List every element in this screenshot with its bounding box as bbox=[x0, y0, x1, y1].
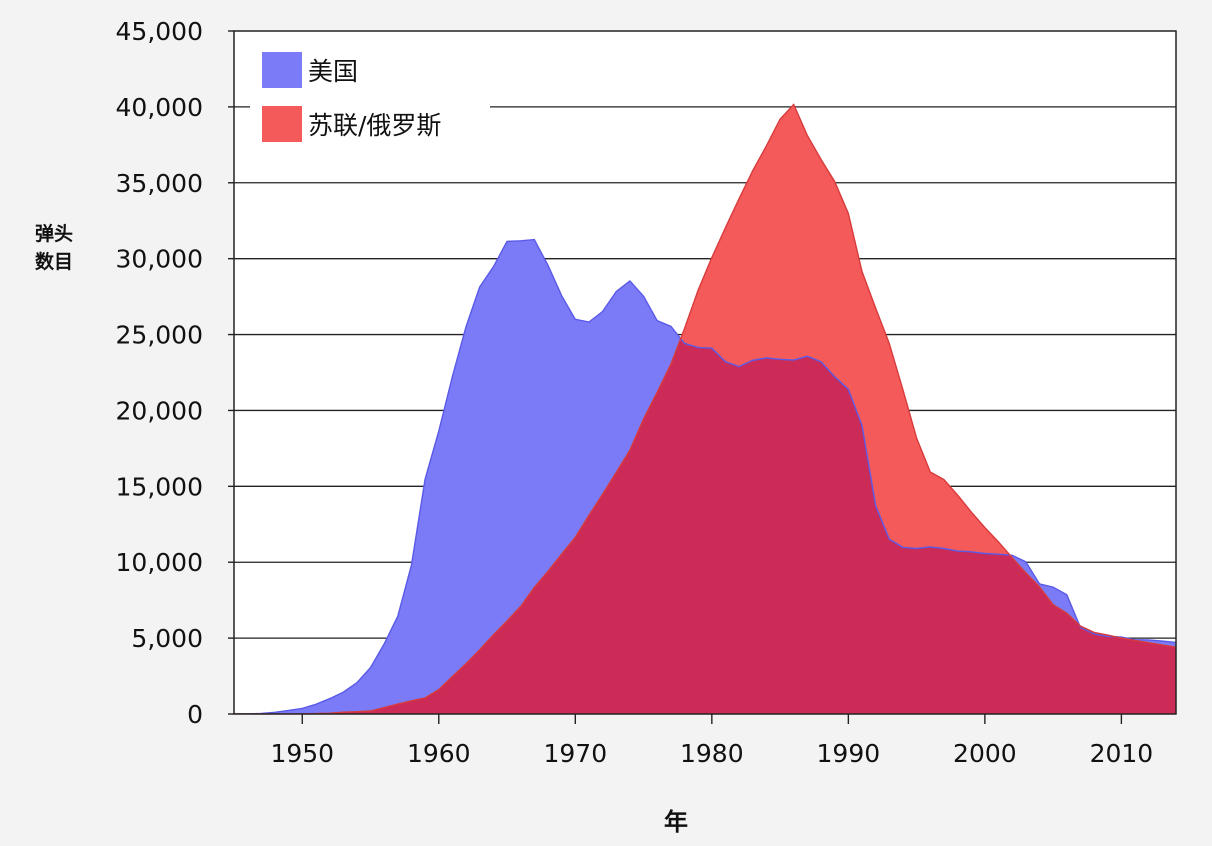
x-tick-label: 2000 bbox=[953, 739, 1017, 768]
x-axis: 1950 1960 1970 1980 1990 2000 2010 bbox=[270, 714, 1153, 768]
y-axis: 0 5,000 10,000 15,000 20,000 25,000 30,000 35,0… bbox=[116, 17, 234, 729]
x-tick-label: 1970 bbox=[543, 739, 607, 768]
series-line-us bbox=[234, 238, 1176, 714]
y-tick-label: 10,000 bbox=[116, 548, 203, 577]
legend: 美国 苏联/俄罗斯 bbox=[250, 40, 490, 152]
y-tick-label: 15,000 bbox=[116, 472, 203, 501]
x-tick-label: 1950 bbox=[270, 739, 334, 768]
y-axis-title-line-1: 弹头 bbox=[35, 222, 73, 245]
y-tick-label: 0 bbox=[187, 700, 203, 729]
x-axis-title: 年 bbox=[664, 808, 688, 836]
y-tick-label: 30,000 bbox=[116, 245, 203, 274]
x-tick-label: 1990 bbox=[817, 739, 881, 768]
x-tick-label: 1960 bbox=[407, 739, 471, 768]
plot-frame bbox=[233, 30, 1177, 715]
series-line-ussr-russia bbox=[234, 103, 1176, 714]
y-tick-label: 35,000 bbox=[116, 169, 203, 198]
series-areas bbox=[234, 103, 1176, 714]
series-overlap-area bbox=[234, 339, 1176, 714]
x-tick-label: 2010 bbox=[1090, 739, 1154, 768]
legend-label-ussr-russia: 苏联/俄罗斯 bbox=[308, 111, 441, 140]
y-tick-label: 5,000 bbox=[131, 624, 203, 653]
y-tick-label: 45,000 bbox=[116, 17, 203, 46]
y-tick-label: 20,000 bbox=[116, 396, 203, 425]
y-axis-title-line-2: 数目 bbox=[35, 250, 73, 273]
legend-label-us: 美国 bbox=[308, 57, 358, 86]
legend-swatch-ussr-russia bbox=[262, 106, 302, 142]
y-tick-label: 25,000 bbox=[116, 321, 203, 350]
x-tick-label: 1980 bbox=[680, 739, 744, 768]
legend-swatch-us bbox=[262, 52, 302, 88]
y-tick-label: 40,000 bbox=[116, 93, 203, 122]
